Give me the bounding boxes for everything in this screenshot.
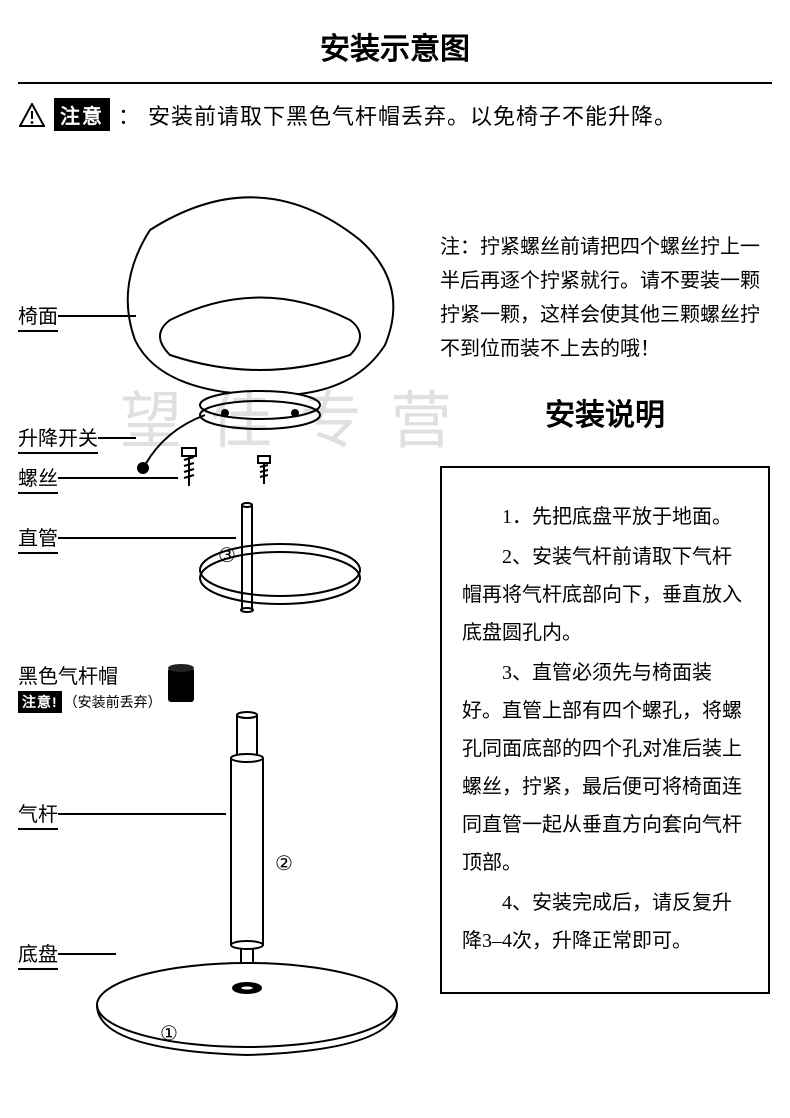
cap-warning-badge: 注意! (18, 691, 62, 713)
page-title: 安装示意图 (0, 0, 790, 82)
cap-warning-note: （安装前丢弃） (64, 692, 162, 712)
warning-icon (18, 103, 46, 127)
warning-colon: ： (118, 99, 140, 131)
tightening-note: 注：拧紧螺丝前请把四个螺丝拧上一半后再逐个拧紧就行。请不要装一颗拧紧一颗，这样会… (440, 230, 770, 366)
svg-text:②: ② (275, 853, 293, 875)
instructions-title: 安装说明 (440, 390, 770, 434)
label-base: 底盘 (18, 938, 116, 970)
svg-text:①: ① (160, 1023, 178, 1045)
step-4: 4、安装完成后，请反复升降3–4次，升降正常即可。 (462, 884, 748, 960)
label-cap: 黑色气杆帽 注意! （安装前丢弃） (18, 660, 162, 713)
instructions-box: 1．先把底盘平放于地面。 2、安装气杆前请取下气杆帽再将气杆底部向下，垂直放入底… (440, 466, 770, 994)
label-base-text: 底盘 (18, 938, 58, 970)
step-2: 2、安装气杆前请取下气杆帽再将气杆底部向下，垂直放入底盘圆孔内。 (462, 538, 748, 652)
label-lever: 升降开关 (18, 422, 136, 454)
label-screw-text: 螺丝 (18, 462, 58, 494)
label-lever-text: 升降开关 (18, 422, 98, 454)
label-screw: 螺丝 (18, 462, 178, 494)
title-rule (18, 82, 772, 84)
label-seat-text: 椅面 (18, 300, 58, 332)
label-seat: 椅面 (18, 300, 136, 332)
step-1: 1．先把底盘平放于地面。 (462, 498, 748, 536)
exploded-diagram: ③ ② ① 椅面 升降开关 (0, 170, 460, 1110)
label-cap-text: 黑色气杆帽 (18, 660, 162, 689)
warning-badge: 注意 (54, 98, 110, 131)
warning-text: 安装前请取下黑色气杆帽丢弃。以免椅子不能升降。 (148, 99, 677, 131)
warning-row: 注意 ： 安装前请取下黑色气杆帽丢弃。以免椅子不能升降。 (0, 94, 790, 141)
label-gas: 气杆 (18, 798, 226, 830)
label-gas-text: 气杆 (18, 798, 58, 830)
label-tube-text: 直管 (18, 522, 58, 554)
label-tube: 直管 (18, 522, 236, 554)
step-3: 3、直管必须先与椅面装好。直管上部有四个螺孔，将螺孔同面底部的四个孔对准后装上螺… (462, 654, 748, 882)
